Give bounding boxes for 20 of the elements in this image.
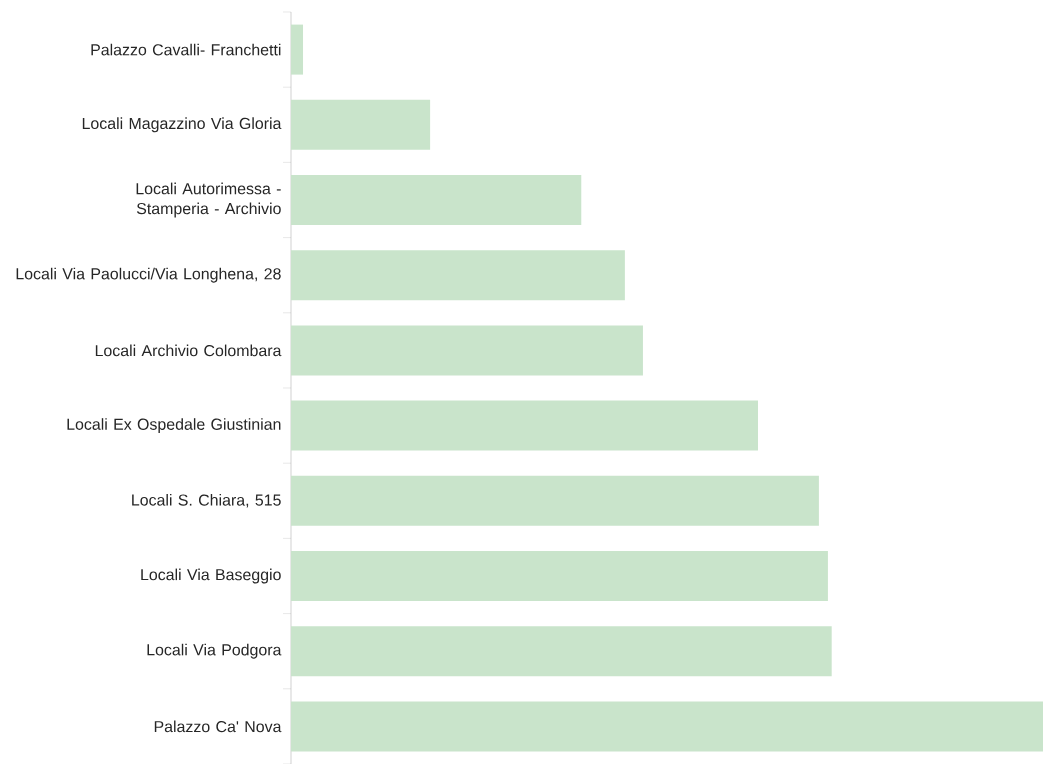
y-tick-label: Locali Archivio Colombara	[95, 344, 282, 357]
bar	[291, 99, 431, 150]
bar	[291, 250, 625, 301]
y-tick-label: Locali Via Paolucci/Via Longhena, 28	[16, 267, 281, 283]
y-tick-label: Palazzo Ca' Nova	[154, 720, 282, 733]
y-tick-label: Locali Autorimessa - Stamperia - Archivio	[136, 182, 281, 218]
bar	[291, 325, 643, 376]
y-tick-label: Locali S. Chiara, 515	[132, 493, 281, 508]
bar	[291, 701, 1043, 752]
bar	[291, 174, 582, 225]
y-tick-label: Locali Magazzino Via Gloria	[82, 117, 282, 133]
y-tick-label: Locali Via Baseggio	[141, 568, 281, 584]
bar	[291, 550, 828, 601]
y-tick-label: Locali Via Podgora	[147, 643, 282, 659]
bar	[291, 626, 832, 677]
bar	[291, 475, 819, 526]
bar	[291, 24, 304, 75]
y-tick-label: Palazzo Cavalli- Franchetti	[91, 43, 281, 56]
bar	[291, 400, 758, 451]
y-tick-label: Locali Ex Ospedale Giustinian	[67, 418, 281, 433]
